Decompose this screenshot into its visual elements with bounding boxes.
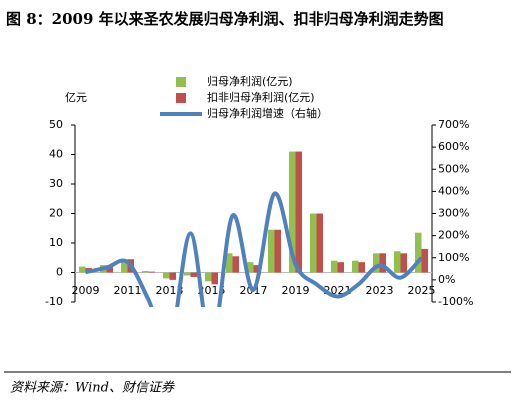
y-tick-label: 30 xyxy=(49,177,63,190)
x-tick-label: 2009 xyxy=(72,284,100,297)
bar xyxy=(79,266,86,273)
bar xyxy=(274,229,281,273)
y2-tick-label: 200% xyxy=(438,229,469,242)
bar xyxy=(205,272,212,282)
y2-tick-label: 500% xyxy=(438,162,469,175)
y-tick-label: 20 xyxy=(49,207,63,220)
bar xyxy=(148,271,155,273)
bar xyxy=(247,262,254,273)
source: 资料来源：Wind、财信证券 xyxy=(10,381,175,396)
y2-tick-label: 400% xyxy=(438,184,469,197)
title: 图 8：2009 年以来圣农发展归母净利润、扣非归母净利润走势图 xyxy=(6,10,444,28)
y-tick-label: -10 xyxy=(45,295,63,308)
x-tick-label: 2015 xyxy=(198,284,226,297)
y2-tick-label: 700% xyxy=(438,118,469,131)
bar xyxy=(316,213,323,273)
bar xyxy=(394,251,401,273)
bar xyxy=(310,213,317,273)
bar xyxy=(373,253,380,273)
bar xyxy=(421,248,428,273)
bar xyxy=(106,265,113,273)
bar xyxy=(268,229,275,273)
legend-label: 扣非归母净利润(亿元) xyxy=(207,90,315,104)
bar xyxy=(253,265,260,273)
bar xyxy=(190,272,197,277)
legend-label: 归母净利润增速（右轴） xyxy=(207,106,328,120)
y-tick-label: 50 xyxy=(49,118,63,131)
bar xyxy=(331,260,338,273)
y-tick-label: 0 xyxy=(56,266,63,279)
y-axis-label: 亿元 xyxy=(65,91,87,104)
bar xyxy=(211,272,218,285)
bar xyxy=(379,253,386,273)
line xyxy=(85,191,423,307)
x-tick-label: 2025 xyxy=(408,284,436,297)
bar xyxy=(415,232,422,273)
y2-tick-label: 300% xyxy=(438,207,469,220)
x-tick-label: 2013 xyxy=(156,284,184,297)
bar xyxy=(226,253,233,273)
bar xyxy=(337,262,344,273)
legend-marker xyxy=(176,77,186,87)
x-tick-label: 2011 xyxy=(114,284,142,297)
legend-label: 归母净利润(亿元) xyxy=(207,74,293,88)
bar xyxy=(295,151,302,273)
bar xyxy=(358,262,365,273)
bar xyxy=(232,256,239,273)
y-tick-label: 40 xyxy=(49,148,63,161)
bar xyxy=(163,272,170,279)
bar xyxy=(169,272,176,280)
bar xyxy=(184,272,191,276)
bar xyxy=(121,259,128,273)
line-layer xyxy=(85,191,423,307)
y-tick-label: 10 xyxy=(49,236,63,249)
y2-tick-label: 100% xyxy=(438,251,469,264)
y2-tick-label: 600% xyxy=(438,140,469,153)
x-tick-label: 2023 xyxy=(366,284,394,297)
y2-tick-label: -100% xyxy=(438,295,473,308)
bar xyxy=(289,151,296,273)
x-tick-label: 2019 xyxy=(282,284,310,297)
bar xyxy=(352,260,359,273)
legend-marker xyxy=(176,93,186,103)
bar xyxy=(142,271,149,273)
bar xyxy=(400,253,407,273)
y2-tick-label: 0% xyxy=(438,273,455,286)
